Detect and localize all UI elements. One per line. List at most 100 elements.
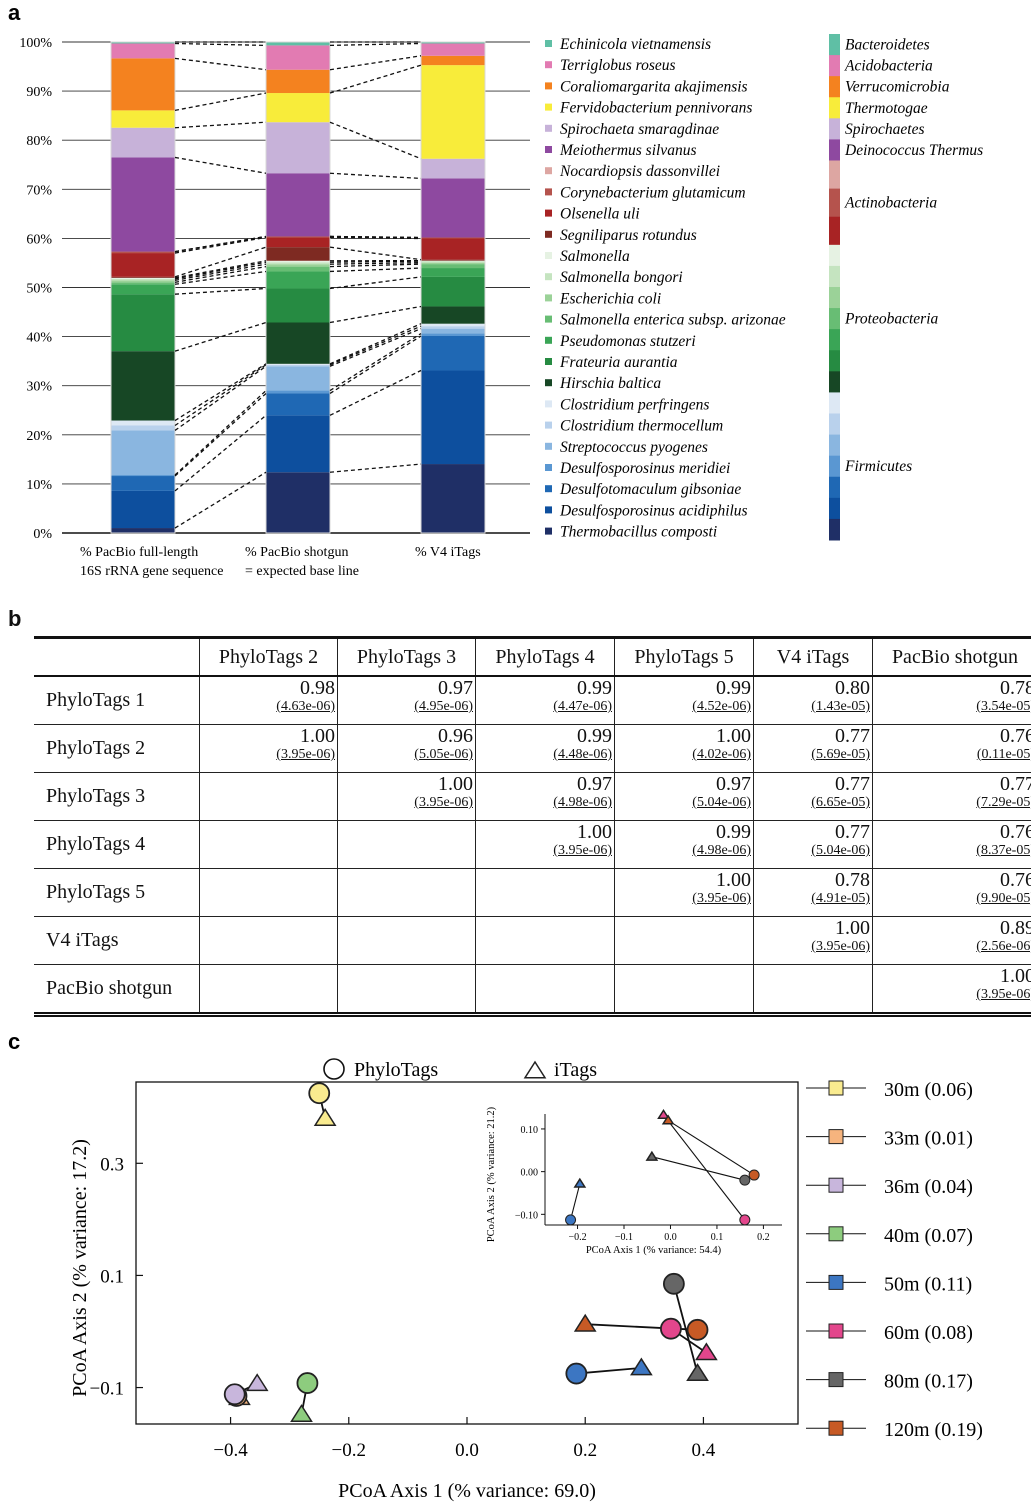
phylum-bar-segment (829, 265, 840, 288)
x-tick-label: 0.0 (455, 1440, 479, 1461)
table-cell (475, 916, 615, 965)
column-header: PhyloTags 2 (199, 637, 338, 677)
bar-segment (111, 430, 175, 476)
bar-segment (266, 260, 330, 263)
bar-outline (420, 41, 486, 534)
bar-segment (266, 288, 330, 323)
p-value: (4.48e-06) (553, 747, 612, 762)
bar-segment (266, 271, 330, 289)
connector-line (329, 332, 422, 392)
itags-point (686, 1363, 709, 1382)
legend-label: 40m (0.07) (884, 1225, 973, 1247)
correlation-value: 0.97 (438, 677, 473, 699)
inset-y-tick-label: 0.10 (521, 1125, 539, 1136)
bar-segment (266, 364, 330, 367)
table-row: PhyloTags 2 1.00 (3.95e-06) 0.96 (5.05e-06) 0… (34, 724, 1031, 773)
bar-segment (421, 323, 485, 327)
y-tick-labels: 0% 10% 20% 30% 40% 50% 60% 70% 80% 90% 100% (19, 36, 52, 542)
row-header: PhyloTags 1 (34, 676, 200, 725)
correlation-value: 0.80 (835, 677, 870, 699)
legend-label: 120m (0.19) (884, 1419, 983, 1441)
bar-segment (421, 262, 485, 265)
legend-swatch (828, 1080, 844, 1096)
p-value: (4.91e-05) (811, 891, 870, 906)
inset-x-tick-label: 0.1 (711, 1232, 724, 1243)
legend-label: Thermobacillus composti (560, 524, 717, 541)
table-cell (475, 868, 615, 917)
table-row: PhyloTags 5 1.00 (3.95e-06) 0.78 (4.91e-05) 0… (34, 868, 1031, 917)
correlation-table: PhyloTags 2 PhyloTags 3 PhyloTags 4 PhyloTa… (34, 636, 1031, 1017)
legend-label: Desulfotomaculum gibsoniae (559, 481, 741, 498)
itags-point (630, 1357, 653, 1376)
stacked-bar-chart: a 0% 10% 20% 30% 40% 50% 60% 70% 80% 90% 100% % Pa… (8, 0, 983, 579)
bar-segment (266, 366, 330, 391)
p-value: (6.65e-05) (811, 795, 870, 810)
connector-line (174, 57, 267, 71)
phylum-bar-segment (829, 434, 840, 457)
correlation-value: 0.98 (300, 677, 335, 699)
connector-line (329, 235, 422, 239)
bar-segment (111, 294, 175, 352)
bar-segment (111, 251, 175, 254)
inset-y-tick-label: −0.10 (515, 1210, 538, 1221)
inset-x-axis-label: PCoA Axis 1 (% variance: 54.4) (586, 1245, 722, 1256)
p-value: (5.05e-06) (414, 747, 473, 762)
species-legend: Echinicola vietnamensis Terriglobus roseu… (545, 36, 786, 541)
table-cell (199, 964, 338, 1015)
phylum-bar-segment (829, 97, 840, 119)
legend-label: Streptococcus pyogenes (560, 439, 708, 456)
inset-phylotags-point (748, 1169, 760, 1181)
bar-segment (266, 45, 330, 70)
p-value: (4.98e-06) (553, 795, 612, 810)
connector-line (329, 121, 422, 160)
table-header-row: PhyloTags 2 PhyloTags 3 PhyloTags 4 PhyloTa… (34, 637, 1031, 677)
correlation-value: 0.78 (1000, 677, 1031, 699)
x-tick-label: −0.4 (213, 1440, 248, 1461)
bar-segment (266, 173, 330, 237)
correlation-value: 1.00 (1000, 965, 1031, 987)
y-tick-label: 0% (33, 527, 52, 542)
phylum-bar-segment (829, 476, 840, 499)
connector-line (174, 321, 267, 352)
legend-label: Terriglobus roseus (560, 57, 676, 74)
p-value: (2.56e-06) (976, 939, 1031, 954)
y-tick-label: 10% (26, 478, 52, 493)
phylum-label: Thermotogae (845, 100, 928, 117)
bar-outline (265, 41, 331, 534)
inset-itags-point (645, 1150, 659, 1161)
bar-segment (266, 393, 330, 416)
table-cell: 0.99 (4.48e-06) (475, 724, 615, 773)
legend-swatch (545, 485, 552, 493)
bar-segment (421, 370, 485, 465)
inset-phylotags-point (565, 1214, 577, 1226)
bar-segment (266, 42, 330, 46)
correlation-value: 0.77 (1000, 773, 1031, 795)
inset-x-tick-label: −0.2 (568, 1232, 586, 1243)
legend-label: Olsenella uli (560, 206, 640, 223)
connector-line (329, 323, 422, 365)
bar-segment (111, 282, 175, 285)
table-cell: 0.89 (2.56e-06) (872, 916, 1031, 965)
table-cell: 0.96 (5.05e-06) (337, 724, 476, 773)
bar-segment (111, 276, 175, 278)
connector-line (329, 42, 422, 47)
scatter-points (223, 1082, 718, 1422)
p-value: (5.04e-06) (692, 795, 751, 810)
p-value: (3.54e-05) (976, 699, 1031, 714)
bar-segment (266, 264, 330, 267)
connector-line (174, 156, 267, 174)
legend-label: 60m (0.08) (884, 1322, 973, 1344)
p-value: (0.11e-05) (976, 747, 1031, 762)
legend-swatch (545, 315, 552, 323)
connector-line (174, 363, 267, 422)
bar-segment (266, 390, 330, 394)
table-cell: 1.00 (3.95e-06) (199, 724, 338, 773)
legend-label: 30m (0.06) (884, 1079, 973, 1101)
legend-swatch (828, 1177, 844, 1193)
legend-swatch (545, 464, 552, 471)
bar-segment (111, 43, 175, 59)
table-cell: 0.77 (6.65e-05) (753, 772, 873, 821)
legend-swatch (545, 379, 552, 387)
table-cell: 0.76 (8.37e-05) (872, 820, 1031, 869)
legend-swatch (828, 1420, 844, 1436)
